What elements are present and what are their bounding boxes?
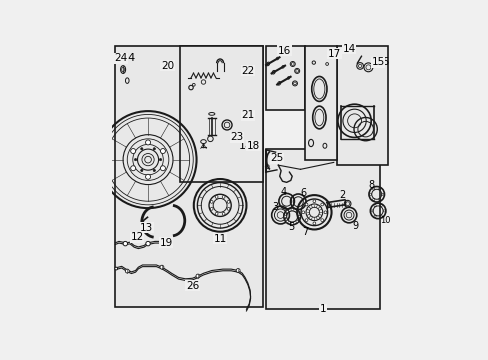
Text: 3: 3	[271, 202, 278, 212]
Text: 11: 11	[213, 234, 226, 244]
Circle shape	[305, 203, 307, 206]
Circle shape	[130, 149, 135, 153]
Bar	[180, 46, 263, 182]
Circle shape	[145, 242, 150, 246]
Text: 11: 11	[213, 234, 226, 244]
Circle shape	[115, 267, 117, 270]
Text: 25: 25	[269, 153, 284, 163]
Circle shape	[301, 211, 304, 214]
Circle shape	[222, 195, 224, 198]
Bar	[336, 46, 387, 165]
Circle shape	[145, 174, 150, 179]
Text: 16: 16	[277, 46, 291, 56]
Text: 23: 23	[230, 132, 243, 143]
Circle shape	[236, 269, 240, 273]
Circle shape	[285, 211, 288, 213]
Circle shape	[324, 211, 326, 214]
Text: 18: 18	[239, 141, 253, 151]
Text: 19: 19	[159, 238, 172, 248]
Circle shape	[160, 265, 163, 269]
Text: 22: 22	[241, 66, 254, 76]
Circle shape	[284, 215, 286, 217]
Circle shape	[305, 219, 307, 221]
Circle shape	[160, 166, 165, 171]
Circle shape	[285, 220, 288, 222]
Text: 21: 21	[240, 110, 254, 120]
Circle shape	[210, 207, 213, 210]
Circle shape	[125, 269, 129, 273]
Circle shape	[295, 220, 298, 222]
Text: 20: 20	[161, 61, 174, 71]
Text: 1: 1	[319, 304, 325, 314]
Text: 9: 9	[352, 221, 358, 231]
Text: 26: 26	[185, 281, 199, 291]
Circle shape	[222, 212, 224, 215]
Circle shape	[215, 195, 218, 198]
Text: 24: 24	[121, 53, 135, 63]
Circle shape	[312, 200, 315, 203]
Text: 23: 23	[229, 132, 244, 143]
Text: 13: 13	[140, 222, 153, 233]
Circle shape	[320, 203, 323, 206]
Text: 12: 12	[130, 232, 144, 242]
Circle shape	[141, 169, 142, 171]
Circle shape	[153, 148, 155, 150]
Text: 14: 14	[341, 44, 355, 54]
Bar	[265, 46, 304, 110]
Circle shape	[159, 158, 162, 161]
Text: 1: 1	[319, 304, 325, 314]
Text: 21: 21	[241, 110, 254, 120]
Text: 14: 14	[342, 44, 355, 54]
Circle shape	[130, 166, 135, 171]
Text: 19: 19	[159, 238, 173, 248]
Text: 25: 25	[270, 153, 283, 163]
Bar	[304, 46, 336, 159]
Text: 15: 15	[371, 57, 384, 67]
Text: 6: 6	[300, 188, 305, 198]
Text: 2: 2	[338, 190, 345, 200]
Bar	[115, 46, 263, 306]
Text: 5: 5	[288, 222, 294, 232]
Text: 20: 20	[160, 61, 174, 71]
Circle shape	[123, 242, 127, 246]
Circle shape	[196, 274, 200, 278]
Text: 24: 24	[114, 53, 127, 63]
Circle shape	[210, 201, 213, 203]
Circle shape	[160, 149, 165, 153]
Text: 15: 15	[377, 57, 390, 67]
Text: 26: 26	[185, 281, 199, 291]
Text: 22: 22	[240, 66, 254, 76]
Text: 17: 17	[327, 49, 341, 59]
Text: 10: 10	[379, 216, 389, 225]
Text: 16: 16	[277, 46, 290, 56]
Circle shape	[320, 219, 323, 221]
Text: 8: 8	[367, 180, 373, 190]
Circle shape	[295, 211, 298, 213]
Text: 18: 18	[246, 141, 260, 151]
Circle shape	[153, 169, 155, 171]
Circle shape	[134, 158, 137, 161]
Circle shape	[290, 222, 293, 225]
Text: 4: 4	[280, 187, 286, 197]
Circle shape	[145, 140, 150, 145]
Text: 7: 7	[302, 227, 308, 237]
Circle shape	[227, 201, 229, 203]
Circle shape	[141, 148, 142, 150]
Text: 12: 12	[130, 232, 143, 242]
Circle shape	[215, 212, 218, 215]
Circle shape	[227, 207, 229, 210]
Circle shape	[290, 208, 293, 211]
Circle shape	[297, 215, 300, 217]
Bar	[265, 149, 379, 309]
Circle shape	[312, 222, 315, 225]
Text: 13: 13	[140, 222, 153, 233]
Text: 17: 17	[327, 49, 341, 59]
